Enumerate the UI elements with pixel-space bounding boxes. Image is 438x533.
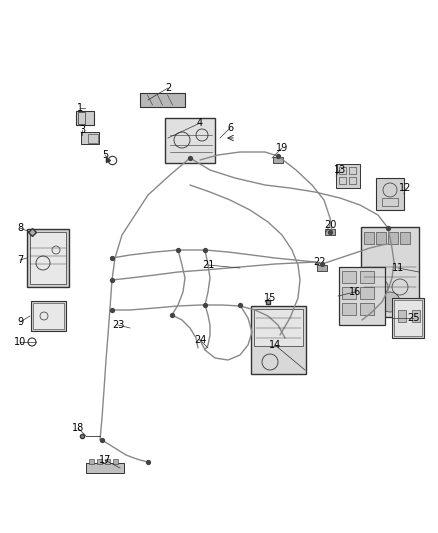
- Text: 22: 22: [314, 257, 326, 267]
- Bar: [342, 271, 356, 283]
- Bar: [349, 167, 356, 174]
- Text: 25: 25: [407, 313, 419, 323]
- Bar: [254, 309, 303, 346]
- Text: 18: 18: [72, 423, 84, 433]
- Bar: [349, 177, 356, 184]
- Bar: [78, 112, 85, 124]
- Text: 17: 17: [99, 455, 111, 465]
- Text: 1: 1: [77, 103, 83, 113]
- Text: 12: 12: [399, 183, 411, 193]
- Bar: [336, 164, 360, 188]
- Bar: [81, 132, 99, 144]
- Bar: [398, 310, 406, 322]
- Bar: [376, 232, 386, 244]
- Bar: [412, 310, 420, 322]
- Text: 20: 20: [324, 220, 336, 230]
- Bar: [360, 287, 374, 299]
- Bar: [30, 232, 66, 284]
- Bar: [360, 303, 374, 315]
- Bar: [76, 111, 94, 125]
- Bar: [113, 459, 118, 464]
- Bar: [339, 177, 346, 184]
- Bar: [251, 306, 305, 374]
- Bar: [27, 229, 69, 287]
- Bar: [273, 157, 283, 163]
- Text: 13: 13: [334, 165, 346, 175]
- Text: 3: 3: [79, 125, 85, 135]
- Text: 5: 5: [102, 150, 108, 160]
- Text: 4: 4: [197, 118, 203, 128]
- Bar: [376, 178, 404, 210]
- Bar: [382, 198, 398, 206]
- Bar: [360, 271, 374, 283]
- Bar: [392, 298, 424, 338]
- Text: 2: 2: [165, 83, 171, 93]
- Bar: [339, 167, 346, 174]
- Text: 24: 24: [194, 335, 206, 345]
- Text: 6: 6: [227, 123, 233, 133]
- Bar: [89, 459, 94, 464]
- Bar: [364, 232, 374, 244]
- Bar: [339, 267, 385, 325]
- Bar: [325, 229, 335, 235]
- Text: 7: 7: [17, 255, 23, 265]
- Bar: [317, 265, 327, 271]
- Bar: [31, 301, 66, 331]
- Text: 16: 16: [349, 287, 361, 297]
- Circle shape: [380, 292, 400, 312]
- Bar: [97, 459, 102, 464]
- Text: 10: 10: [14, 337, 26, 347]
- Text: 8: 8: [17, 223, 23, 233]
- Bar: [32, 303, 64, 329]
- Text: 19: 19: [276, 143, 288, 153]
- Bar: [342, 287, 356, 299]
- Bar: [88, 133, 98, 142]
- Bar: [394, 300, 422, 336]
- Text: 11: 11: [392, 263, 404, 273]
- Text: 23: 23: [112, 320, 124, 330]
- Bar: [105, 459, 110, 464]
- Bar: [165, 117, 215, 163]
- Text: 9: 9: [17, 317, 23, 327]
- Bar: [86, 463, 124, 473]
- Text: 15: 15: [264, 293, 276, 303]
- Text: 14: 14: [269, 340, 281, 350]
- Text: 21: 21: [202, 260, 214, 270]
- Bar: [400, 232, 410, 244]
- Bar: [388, 232, 398, 244]
- Bar: [139, 93, 184, 107]
- Bar: [361, 227, 419, 317]
- Bar: [342, 303, 356, 315]
